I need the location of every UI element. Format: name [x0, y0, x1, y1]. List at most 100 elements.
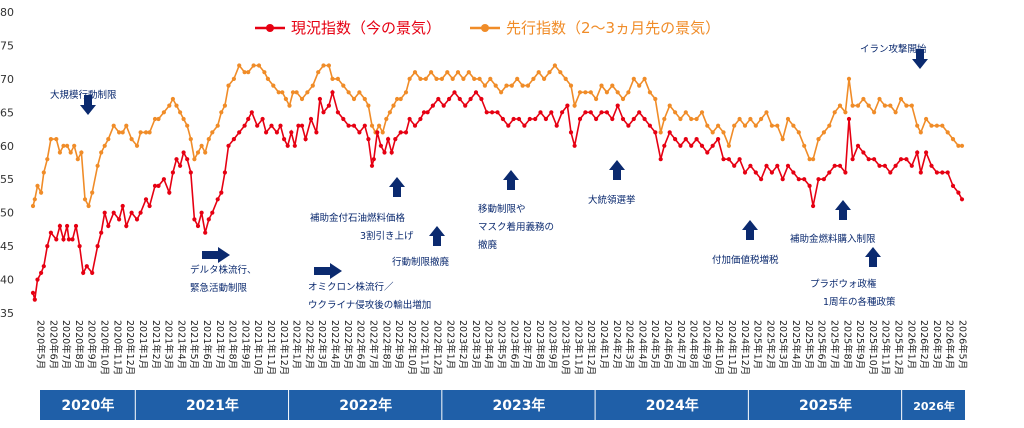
x-tick-label: 2020年8月	[73, 320, 85, 369]
data-point	[642, 116, 647, 122]
data-point	[726, 157, 732, 162]
y-tick-label: 80	[0, 6, 14, 19]
data-point	[893, 110, 898, 115]
data-point	[950, 137, 956, 142]
year-label: 2022年	[339, 397, 392, 414]
data-point	[178, 163, 183, 168]
data-point	[764, 163, 769, 168]
legend-label: 現況指数（今の景気）	[291, 19, 441, 37]
data-point	[310, 83, 315, 88]
annotation-a7: 大統領選挙	[588, 160, 636, 206]
data-point	[82, 197, 88, 202]
annotation-text: 付加価値税増税	[712, 254, 779, 266]
arrow-icon	[202, 247, 230, 263]
data-point	[39, 270, 44, 275]
data-point	[565, 103, 570, 108]
data-point	[934, 170, 940, 175]
data-point	[716, 123, 721, 128]
data-point	[843, 170, 848, 175]
data-point	[658, 130, 663, 135]
data-point	[387, 110, 392, 115]
data-point	[855, 103, 861, 108]
data-point	[515, 76, 520, 81]
x-tick-label: 2023年3月	[470, 320, 482, 369]
data-point	[888, 103, 893, 108]
data-point	[210, 210, 215, 215]
data-point	[620, 116, 626, 122]
annotation-text: マスク着用義務の	[478, 221, 554, 233]
x-axis: 2020年5月 2020年6月 2020年7月 2020年8月 2020年9月 2020年…	[35, 320, 969, 375]
data-point	[594, 96, 599, 102]
data-point	[653, 130, 658, 135]
data-point	[898, 96, 904, 102]
data-point	[846, 76, 852, 81]
x-tick-label: 2020年12月	[124, 320, 136, 375]
data-point	[129, 137, 134, 142]
data-point	[832, 110, 837, 115]
data-point	[775, 163, 780, 168]
annotation-text: イラン攻撃開始	[860, 43, 927, 55]
data-point	[604, 110, 610, 115]
data-point	[90, 270, 95, 275]
year-segment	[748, 390, 902, 420]
data-point	[909, 103, 914, 108]
x-tick-label: 2024年1月	[598, 320, 610, 369]
series-line	[32, 89, 963, 300]
data-point	[737, 116, 742, 122]
data-point	[716, 137, 721, 142]
data-point	[66, 237, 71, 242]
data-point	[493, 83, 498, 88]
data-point	[520, 83, 525, 88]
data-point	[299, 96, 305, 102]
x-tick-label: 2026年2月	[918, 320, 930, 369]
data-point	[316, 70, 321, 75]
data-point	[292, 143, 297, 148]
data-point	[934, 123, 940, 128]
data-point	[915, 123, 920, 128]
data-point	[111, 210, 116, 215]
data-point	[710, 143, 715, 148]
data-point	[441, 103, 446, 108]
data-point	[321, 110, 326, 115]
data-point	[959, 197, 965, 202]
data-point	[65, 223, 70, 229]
data-point	[192, 217, 197, 222]
data-point	[827, 170, 832, 175]
data-point	[70, 237, 75, 242]
x-tick-label: 2025年6月	[816, 320, 828, 369]
x-tick-label: 2022年12月	[431, 320, 443, 375]
y-tick-label: 65	[0, 106, 14, 119]
data-point	[290, 90, 296, 95]
data-point	[662, 143, 667, 148]
data-point	[255, 123, 260, 128]
data-point	[294, 90, 299, 95]
data-point	[195, 150, 201, 155]
annotation-text: プラボウォ政権	[810, 278, 877, 290]
data-point	[77, 244, 82, 249]
data-point	[866, 103, 871, 108]
data-point	[796, 130, 801, 135]
x-tick-label: 2024年5月	[649, 320, 661, 369]
annotation-text: 移動制限や	[478, 203, 526, 215]
x-tick-label: 2022年1月	[291, 320, 303, 369]
data-point	[673, 137, 678, 142]
data-point	[500, 116, 505, 122]
data-point	[421, 110, 427, 115]
data-point	[188, 137, 193, 142]
data-point	[843, 110, 848, 115]
data-point	[678, 116, 683, 122]
data-point	[832, 163, 837, 168]
legend-marker	[481, 24, 489, 32]
data-point	[775, 123, 780, 128]
data-point	[434, 76, 439, 81]
x-tick-label: 2025年12月	[892, 320, 904, 375]
data-point	[662, 116, 667, 122]
data-point	[167, 190, 172, 195]
x-tick-label: 2020年5月	[35, 320, 47, 369]
data-point	[452, 90, 457, 95]
data-point	[821, 177, 827, 182]
data-point	[721, 130, 726, 135]
data-point	[673, 110, 678, 115]
x-tick-label: 2021年10月	[252, 320, 264, 375]
data-point	[959, 143, 965, 148]
